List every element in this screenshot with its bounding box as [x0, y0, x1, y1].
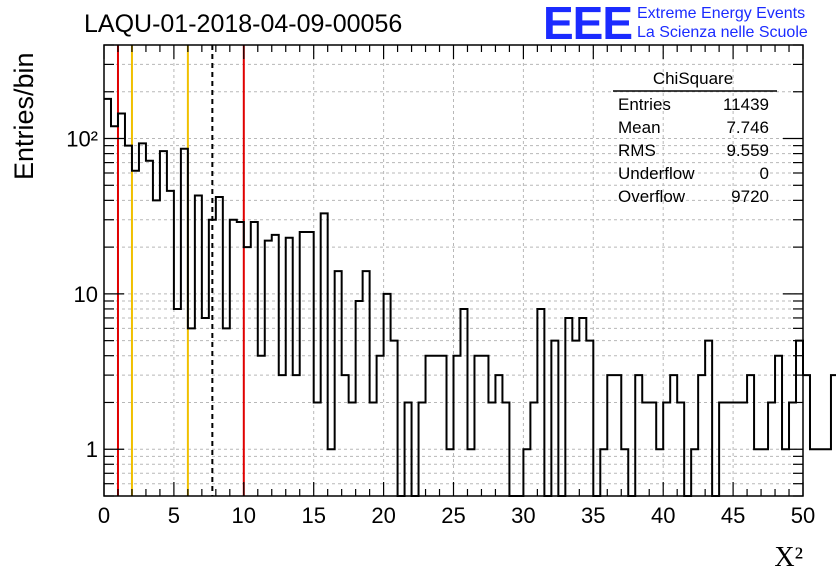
grid-lines [104, 45, 803, 496]
x-tick-label: 25 [441, 503, 465, 528]
x-tick-label: 0 [98, 503, 110, 528]
y-tick-label: 1 [86, 437, 98, 462]
logo-line-2: La Scienza nelle Scuole [637, 24, 808, 41]
y-tick-label: 10 [74, 282, 98, 307]
x-tick-label: 5 [168, 503, 180, 528]
y-axis-label: Entries/bin [9, 52, 39, 180]
stats-row-value: 7.746 [726, 118, 769, 137]
stats-row-value: 9.559 [726, 141, 769, 160]
x-tick-label: 20 [371, 503, 395, 528]
y-tick-label: 10² [66, 127, 98, 152]
stats-row-label: Underflow [618, 164, 695, 183]
eee-logo: EEE [543, 0, 633, 49]
logo-line-1: Extreme Energy Events [637, 5, 806, 22]
stats-row-value: 11439 [723, 95, 769, 114]
stats-row-label: Overflow [618, 187, 686, 206]
x-tick-label: 35 [581, 503, 605, 528]
tick-labels: 0 5 10 15 20 25 30 35 40 45 50 1 10 10² [66, 127, 815, 528]
stats-title: ChiSquare [653, 69, 733, 88]
stats-box: ChiSquare Entries 11439 Mean 7.746 RMS 9.559 U… [613, 69, 777, 206]
x-tick-label: 45 [721, 503, 745, 528]
stats-row-value: 9720 [731, 187, 769, 206]
stats-row-label: Mean [618, 118, 661, 137]
histogram-outline [104, 97, 836, 497]
stats-row-label: RMS [618, 141, 656, 160]
x-tick-label: 15 [301, 503, 325, 528]
x-tick-label: 50 [791, 503, 815, 528]
stats-row-value: 0 [760, 164, 769, 183]
x-tick-label: 10 [232, 503, 256, 528]
stats-row-label: Entries [618, 95, 671, 114]
x-tick-label: 40 [651, 503, 675, 528]
x-axis-label: X² [774, 542, 803, 572]
axis-ticks [103, 44, 804, 497]
run-title: LAQU-01-2018-04-09-00056 [84, 10, 403, 38]
x-tick-label: 30 [511, 503, 535, 528]
